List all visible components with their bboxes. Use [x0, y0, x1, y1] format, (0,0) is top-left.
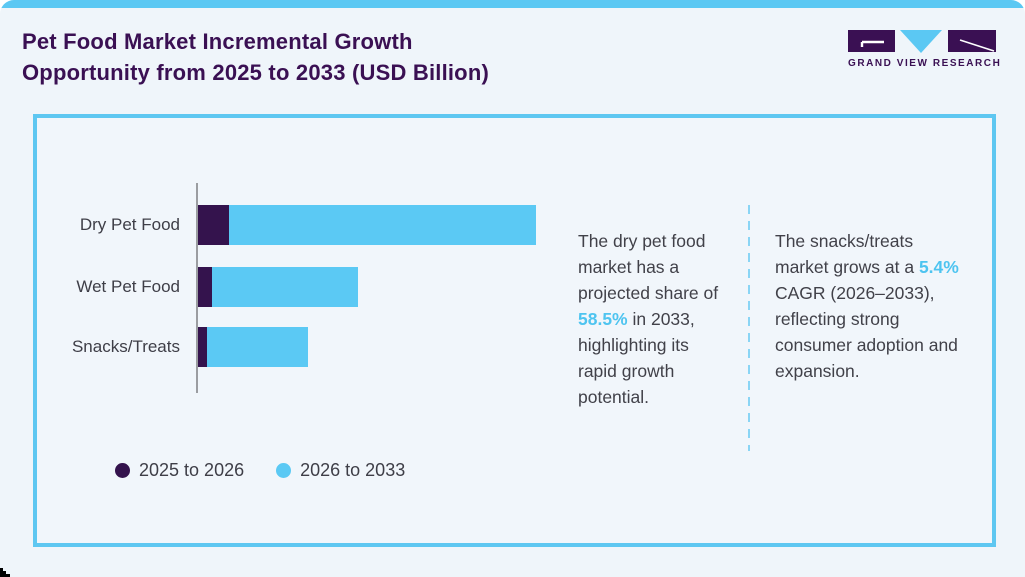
chart-legend: 2025 to 2026 2026 to 2033 — [115, 460, 405, 481]
bar-segment-2026-2033 — [207, 327, 309, 367]
gvr-logo-marks — [848, 30, 996, 53]
callout-text: The snacks/treats market grows at a — [775, 231, 919, 277]
callout-text: The dry pet food market has a projected … — [578, 231, 719, 303]
bar-segment-2026-2033 — [211, 267, 358, 307]
page-title: Pet Food Market Incremental Growth Oppor… — [22, 26, 489, 88]
bar-segment-2025-2026 — [198, 267, 212, 307]
callout-highlight-value: 5.4% — [918, 257, 959, 277]
grand-view-research-logo: GRAND VIEW RESEARCH — [848, 30, 1002, 69]
page-title-line1: Pet Food Market Incremental Growth — [22, 29, 413, 54]
category-label-wet: Wet Pet Food — [76, 277, 180, 296]
mouse-cursor — [0, 568, 10, 577]
legend-label: 2026 to 2033 — [300, 460, 406, 480]
category-label-snacks: Snacks/Treats — [71, 337, 180, 356]
chart-y-axis-line — [196, 183, 198, 393]
legend-label: 2025 to 2026 — [139, 460, 245, 480]
legend-dot-dark — [115, 463, 130, 478]
top-accent-strip — [0, 0, 1025, 8]
callout-highlight-value: 58.5% — [578, 309, 628, 329]
chart-card: Dry Pet Food Wet Pet Food Snacks/Treats … — [33, 114, 996, 547]
bar-snacks-treats — [198, 327, 309, 367]
bar-segment-2025-2026 — [198, 327, 208, 367]
legend-dot-blue — [276, 463, 292, 478]
gvr-r-glyph — [959, 39, 995, 52]
gvr-g-glyph — [860, 40, 884, 47]
callout-text: CAGR (2026–2033), reflecting strong cons… — [775, 283, 958, 381]
page-title-line2: Opportunity from 2025 to 2033 (USD Billi… — [22, 60, 489, 85]
callout-snacks-treats: The snacks/treats market grows at a 5.4%… — [775, 228, 967, 384]
callout-dry-pet-food: The dry pet food market has a projected … — [578, 228, 730, 410]
category-label-dry: Dry Pet Food — [79, 215, 180, 234]
gvr-r-block — [948, 30, 996, 52]
bar-wet-pet-food — [198, 267, 358, 307]
legend-item-2026-2033: 2026 to 2033 — [276, 460, 405, 481]
logo-wordmark: GRAND VIEW RESEARCH — [848, 58, 1002, 69]
bar-dry-pet-food — [198, 205, 536, 245]
gvr-v-triangle — [900, 30, 942, 53]
bar-segment-2025-2026 — [198, 205, 230, 245]
legend-item-2025-2026: 2025 to 2026 — [115, 460, 244, 481]
bar-segment-2026-2033 — [229, 205, 536, 245]
callout-text: in 2033, highlighting its rapid growth p… — [578, 309, 695, 407]
dashed-divider — [748, 205, 750, 451]
